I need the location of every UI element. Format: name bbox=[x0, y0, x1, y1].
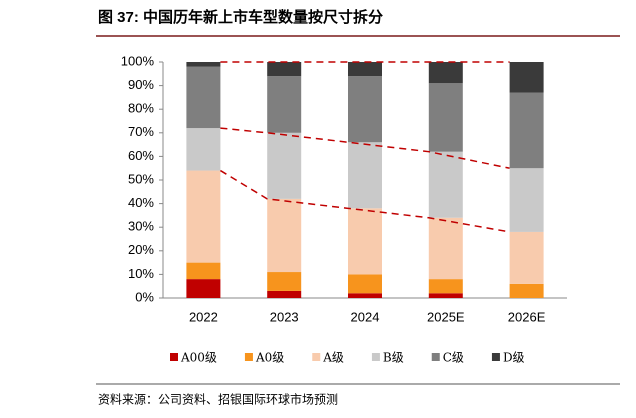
x-tick-label: 2023 bbox=[270, 309, 299, 324]
bar-segment bbox=[509, 231, 544, 284]
bar-segment bbox=[509, 283, 544, 298]
y-tick-label: 80% bbox=[128, 101, 154, 116]
legend-label: A00级 bbox=[180, 351, 217, 365]
bar-segment bbox=[428, 217, 463, 280]
bar-segment bbox=[186, 170, 221, 263]
legend-swatch bbox=[491, 353, 500, 361]
x-tick-label: 2022 bbox=[189, 309, 218, 324]
bar-segment bbox=[267, 272, 302, 291]
x-tick-label: 2025E bbox=[427, 309, 465, 324]
trend-line bbox=[220, 169, 510, 233]
bar-segment bbox=[267, 290, 302, 298]
chart-title: 图 37: 中国历年新上市车型数量按尺寸拆分 bbox=[98, 8, 383, 26]
source-note: 资料来源：公司资料、招银国际环球市场预测 bbox=[98, 392, 338, 407]
bar-segment bbox=[428, 151, 463, 218]
bar-segment bbox=[267, 198, 302, 273]
y-tick-label: 100% bbox=[121, 53, 155, 68]
bar-segment bbox=[428, 293, 463, 298]
bar-segment bbox=[509, 62, 544, 93]
y-tick-label: 40% bbox=[128, 195, 154, 210]
bar-segment bbox=[509, 92, 544, 169]
bar-segment bbox=[186, 62, 221, 67]
y-tick-label: 70% bbox=[128, 124, 154, 139]
legend-label: D级 bbox=[503, 351, 525, 365]
bar-segment bbox=[348, 208, 382, 275]
bar-segment bbox=[267, 132, 302, 199]
bar-segment bbox=[186, 66, 221, 129]
x-tick-label: 2026E bbox=[508, 309, 546, 324]
bar-segment bbox=[186, 262, 221, 280]
y-tick-label: 60% bbox=[128, 148, 154, 163]
bar-segment bbox=[348, 76, 382, 143]
legend-swatch bbox=[244, 353, 253, 361]
y-tick-label: 0% bbox=[135, 289, 154, 304]
bar-segment bbox=[267, 62, 302, 77]
y-tick-label: 20% bbox=[128, 242, 154, 257]
bar-segment bbox=[186, 128, 221, 171]
bar-segment bbox=[428, 279, 463, 294]
legend-swatch bbox=[371, 353, 380, 361]
legend-swatch bbox=[312, 353, 321, 361]
legend-swatch bbox=[170, 353, 178, 361]
legend-swatch bbox=[431, 353, 440, 361]
bar-segment bbox=[348, 274, 382, 294]
legend-label: B级 bbox=[383, 351, 404, 365]
legend-label: C级 bbox=[443, 351, 464, 365]
legend-label: A0级 bbox=[255, 351, 284, 365]
bar-segment bbox=[428, 62, 463, 84]
bar-segment bbox=[348, 293, 382, 298]
bar-segment bbox=[186, 279, 221, 298]
y-tick-label: 50% bbox=[128, 171, 154, 186]
y-tick-label: 30% bbox=[128, 219, 154, 234]
y-tick-label: 10% bbox=[128, 266, 154, 281]
y-tick-label: 90% bbox=[128, 77, 154, 92]
bar-segment bbox=[348, 62, 382, 77]
bar-segment bbox=[348, 142, 382, 209]
x-tick-label: 2024 bbox=[351, 309, 380, 324]
bar-segment bbox=[509, 168, 544, 232]
bar-segment bbox=[267, 76, 302, 133]
bar-segment bbox=[428, 83, 463, 152]
legend-label: A级 bbox=[322, 351, 344, 365]
